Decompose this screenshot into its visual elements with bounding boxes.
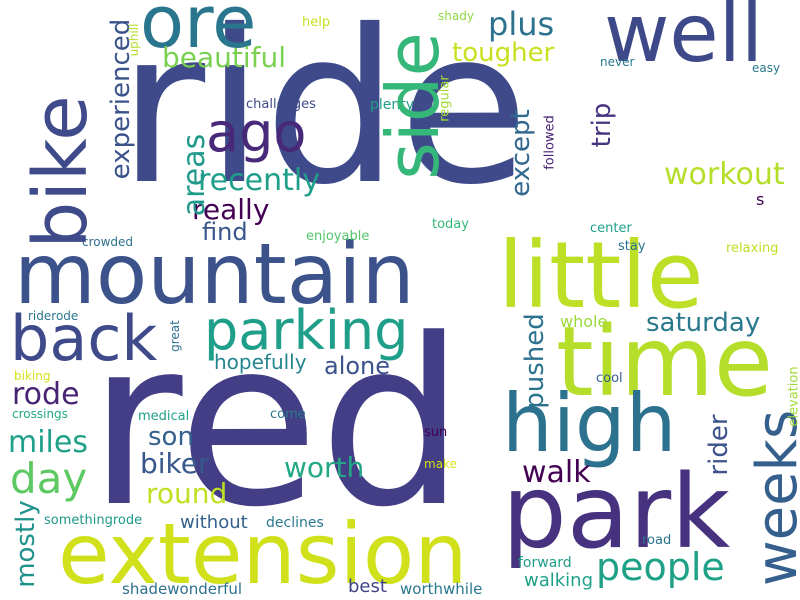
word-recently: recently	[198, 163, 320, 198]
word-medical: medical	[138, 409, 190, 424]
word-crowded: crowded	[82, 235, 134, 249]
word-plenty: plenty	[370, 97, 415, 113]
word-rider: rider	[704, 414, 734, 476]
word-time: time	[556, 306, 773, 418]
word-forward: forward	[518, 555, 572, 571]
word-areas: areas	[177, 133, 212, 217]
word-ago: ago	[206, 101, 307, 164]
word-center: center	[590, 221, 632, 236]
word-walk: walk	[522, 455, 591, 490]
word-high: high	[502, 377, 677, 470]
word-pushed: pushed	[520, 313, 550, 409]
word-whole: whole	[560, 312, 608, 331]
word-best: best	[348, 576, 387, 597]
word-mountain: mountain	[14, 225, 415, 323]
word-day: day	[10, 454, 88, 503]
word-extension: extension	[58, 505, 468, 600]
word-relaxing: relaxing	[726, 241, 779, 256]
word-s: s	[756, 190, 765, 209]
word-ore: ore	[140, 0, 257, 64]
word-parking: parking	[204, 299, 409, 362]
word-workout: workout	[664, 157, 785, 192]
word-little: little	[498, 222, 704, 329]
word-followed: followed	[542, 115, 558, 170]
word-mostly: mostly	[11, 500, 41, 588]
word-find: find	[202, 218, 248, 246]
word-well: well	[604, 0, 764, 80]
word-park: park	[502, 453, 731, 572]
word-enjoyable: enjoyable	[306, 229, 370, 244]
word-road: road	[642, 533, 672, 548]
word-beautiful: beautiful	[162, 41, 287, 74]
word-never: never	[600, 55, 635, 69]
word-crossings: crossings	[12, 407, 68, 421]
word-shadewonderful: shadewonderful	[122, 580, 243, 598]
word-uphill: uphill	[127, 23, 141, 57]
word-come: come	[270, 407, 306, 422]
word-easy: easy	[752, 61, 781, 75]
word-help: help	[302, 15, 331, 30]
word-elevation: elevation	[786, 366, 800, 427]
word-challenges: challenges	[246, 97, 316, 112]
word-cool: cool	[596, 371, 623, 386]
word-shady: shady	[438, 9, 474, 23]
word-miles: miles	[8, 425, 88, 460]
word-trip: trip	[587, 102, 617, 148]
word-ride: ride	[118, 0, 530, 231]
word-today: today	[432, 217, 469, 232]
word-biking: biking	[14, 369, 51, 383]
word-sun: sun	[424, 425, 448, 440]
word-really: really	[192, 193, 270, 226]
word-son: son	[148, 422, 194, 452]
word-worth: worth	[284, 451, 365, 484]
word-make: make	[424, 457, 457, 471]
word-except: except	[506, 109, 536, 197]
word-red: red	[88, 291, 466, 558]
word-rode: rode	[12, 377, 80, 412]
word-saturday: saturday	[646, 308, 761, 338]
word-hopefully: hopefully	[214, 350, 307, 374]
word-regular: regular	[437, 75, 453, 122]
word-people: people	[596, 545, 725, 589]
word-stay: stay	[618, 239, 646, 254]
word-walking: walking	[524, 570, 594, 591]
word-alone: alone	[324, 352, 391, 380]
word-round: round	[146, 477, 228, 510]
word-biker: biker	[140, 447, 210, 480]
word-plus: plus	[488, 5, 555, 43]
word-bike: bike	[18, 95, 104, 249]
word-back: back	[10, 302, 158, 375]
word-without: without	[180, 512, 248, 533]
word-somethingrode: somethingrode	[44, 513, 143, 528]
word-worthwhile: worthwhile	[400, 580, 483, 598]
word-tougher: tougher	[452, 38, 555, 68]
word-riderode: riderode	[28, 309, 79, 323]
word-great: great	[168, 320, 182, 352]
word-declines: declines	[266, 515, 324, 531]
